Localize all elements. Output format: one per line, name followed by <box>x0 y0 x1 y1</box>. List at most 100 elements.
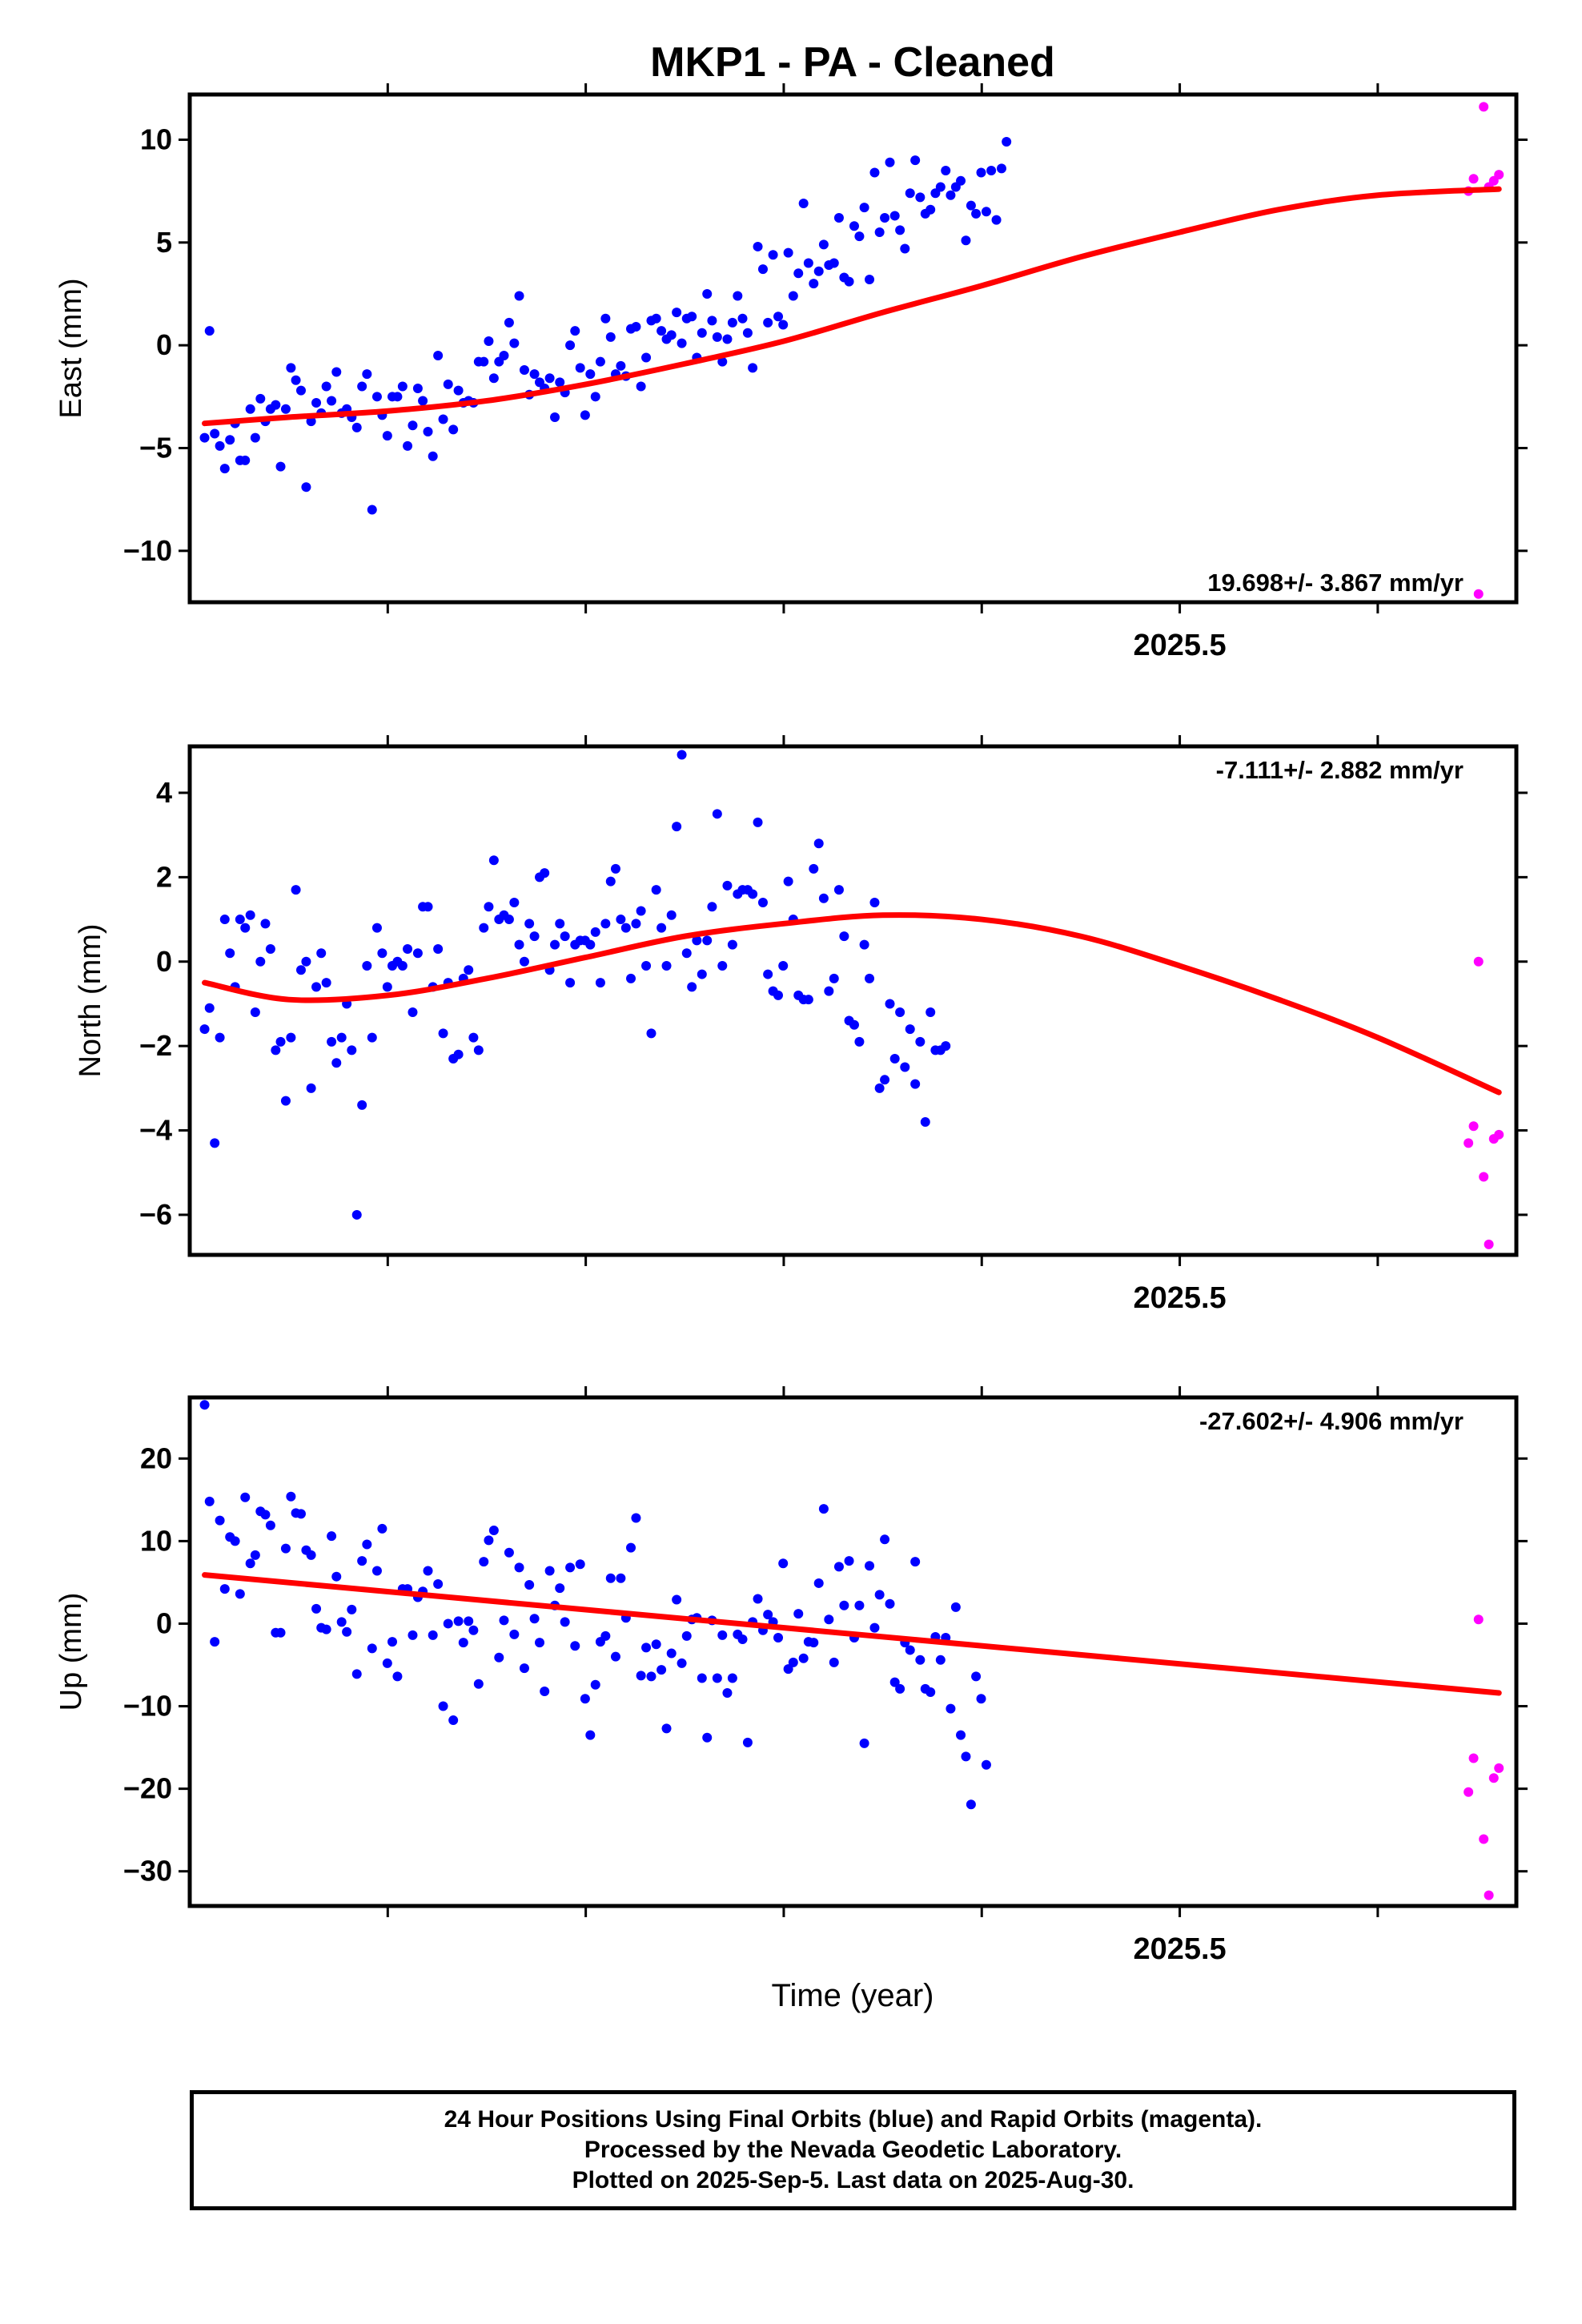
up-final-point <box>387 1637 398 1647</box>
east-final-point <box>1443 0 1453 5</box>
east-final-point <box>351 422 362 432</box>
north-final-point <box>1027 0 1037 5</box>
east-final-point <box>1433 0 1443 5</box>
east-final-point <box>1169 0 1178 5</box>
east-final-point <box>996 163 1006 174</box>
east-points <box>199 0 1504 599</box>
east-final-point <box>590 392 600 402</box>
east-final-point <box>1022 0 1032 5</box>
up-final-point <box>763 1610 773 1620</box>
east-final-point <box>1357 0 1367 5</box>
east-final-point <box>453 385 464 396</box>
caption-line-2: Processed by the Nevada Geodetic Laborat… <box>584 2137 1122 2163</box>
north-final-point <box>1022 0 1032 5</box>
east-final-point <box>798 199 809 209</box>
north-final-point <box>956 0 966 5</box>
up-final-point <box>1083 0 1093 5</box>
east-rate-text: 19.698+/- 3.867 mm/yr <box>1207 569 1464 597</box>
east-final-point <box>423 426 433 436</box>
up-final-point <box>1129 0 1138 5</box>
up-final-point <box>1352 0 1362 5</box>
up-final-point <box>275 1627 286 1638</box>
east-final-point <box>1407 0 1417 5</box>
up-final-point <box>371 1566 382 1576</box>
north-final-point <box>712 809 722 819</box>
east-final-point <box>722 334 733 344</box>
north-x-tick-label: 2025.5 <box>1133 1281 1226 1315</box>
up-final-point <box>1255 0 1265 5</box>
north-final-point <box>1307 0 1316 5</box>
east-final-point <box>1205 0 1215 5</box>
up-final-point <box>1327 0 1336 5</box>
up-final-point <box>915 1655 926 1665</box>
up-final-point <box>1053 0 1062 5</box>
east-final-point <box>986 165 997 175</box>
up-rapid-point <box>1473 1614 1484 1625</box>
north-final-point <box>672 822 682 832</box>
north-final-point <box>1038 0 1047 5</box>
north-final-point <box>377 948 387 959</box>
up-final-point <box>636 1671 646 1681</box>
up-final-point <box>540 1686 550 1696</box>
up-final-point <box>727 1673 737 1683</box>
east-final-point <box>788 291 798 301</box>
up-final-point <box>986 0 996 5</box>
up-final-point <box>590 1679 600 1690</box>
up-final-point <box>839 1600 849 1610</box>
east-final-point <box>956 175 966 186</box>
north-final-point <box>1235 0 1245 5</box>
north-final-point <box>453 1049 464 1059</box>
east-final-point <box>1083 0 1093 5</box>
up-final-point <box>1347 0 1356 5</box>
up-final-point <box>336 1617 347 1627</box>
up-final-point <box>1443 0 1453 5</box>
north-rapid-point <box>1484 1239 1494 1249</box>
up-final-point <box>524 1580 535 1590</box>
up-final-point <box>1448 0 1458 5</box>
north-final-point <box>550 939 560 950</box>
north-final-point <box>397 961 408 971</box>
up-final-point <box>935 1655 946 1665</box>
north-final-point <box>951 0 961 5</box>
up-final-point <box>1220 0 1230 5</box>
north-final-point <box>1225 0 1235 5</box>
up-final-point <box>1413 0 1423 5</box>
north-final-point <box>666 910 677 920</box>
east-final-point <box>1220 0 1230 5</box>
north-final-point <box>977 0 986 5</box>
up-final-point <box>961 1751 971 1762</box>
north-final-point <box>1002 0 1011 5</box>
north-final-point <box>357 1100 367 1110</box>
north-final-point <box>605 876 616 887</box>
up-final-point <box>347 1604 357 1614</box>
east-final-point <box>773 312 784 322</box>
east-final-point <box>1337 0 1347 5</box>
up-final-point <box>1433 0 1443 5</box>
up-final-point <box>661 1723 672 1734</box>
east-final-point <box>1251 0 1260 5</box>
east-final-point <box>605 332 616 342</box>
north-final-point <box>1073 0 1082 5</box>
up-final-point <box>1027 0 1037 5</box>
north-final-point <box>651 885 661 895</box>
up-final-point <box>1038 0 1047 5</box>
up-final-point <box>793 1609 804 1619</box>
north-final-point <box>874 1083 885 1093</box>
east-final-point <box>1246 0 1255 5</box>
north-final-point <box>473 1045 484 1055</box>
east-final-point <box>966 200 976 211</box>
up-final-point <box>377 1523 387 1534</box>
up-final-point <box>199 1400 210 1410</box>
north-final-point <box>250 1007 260 1017</box>
up-final-point <box>737 1634 748 1645</box>
north-y-tick-label: 4 <box>156 776 172 809</box>
north-final-point <box>488 855 499 866</box>
up-final-point <box>1179 0 1189 5</box>
north-final-point <box>1443 0 1453 5</box>
east-final-point <box>397 381 408 392</box>
north-rate-text: -7.111+/- 2.882 mm/yr <box>1216 756 1464 784</box>
north-final-point <box>915 1036 926 1047</box>
up-final-point <box>697 1673 707 1683</box>
north-final-point <box>1438 0 1447 5</box>
north-final-point <box>1159 0 1169 5</box>
